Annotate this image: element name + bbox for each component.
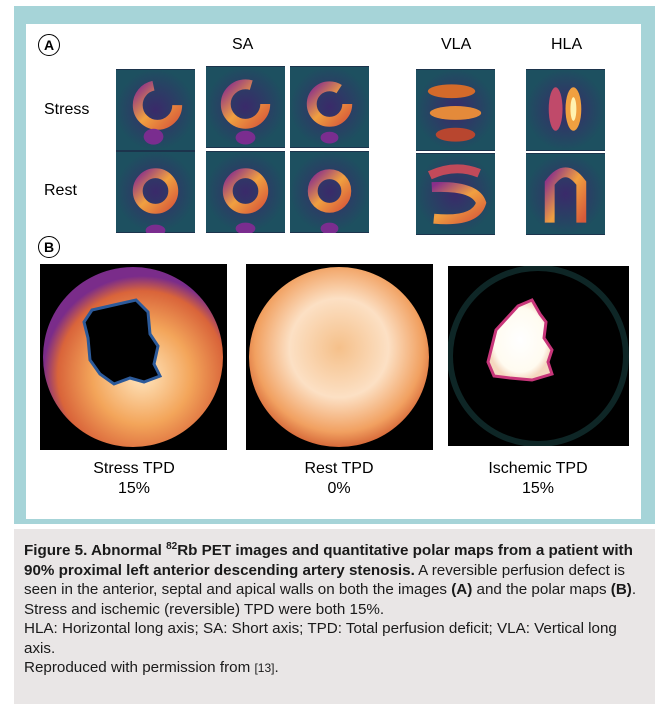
panel-b-badge: B [38,236,60,258]
rest-sa-image-2 [206,151,285,233]
sa-column-label: SA [232,36,254,53]
panel-a-badge: A [38,34,60,56]
caption-title-prefix: Figure 5. Abnormal [24,542,167,560]
caption-text-3: . Stress and ischemic (reversible) TPD w… [24,581,637,618]
ischemic-tpd-label: Ischemic TPD [488,460,588,477]
stress-sa-image-3 [290,66,369,148]
rest-tpd-label: Rest TPD [304,460,374,477]
caption-abbreviations: HLA: Horizontal long axis; SA: Short axi… [24,620,617,657]
caption-paragraph: Figure 5. Abnormal 82Rb PET images and q… [24,537,645,619]
caption-reproduction: Reproduced with permission from [13]. [24,658,645,679]
vla-column-label: VLA [441,36,472,53]
rest-tpd-value: 0% [327,480,351,497]
stress-sa-image-2 [206,66,285,148]
rest-sa-image-1 [116,151,195,233]
caption-repro-end: . [274,659,279,677]
figure-caption: Figure 5. Abnormal 82Rb PET images and q… [14,529,655,704]
stress-tpd-label: Stress TPD [93,460,175,477]
ischemic-polar-map [448,266,629,446]
stress-tpd-value: 15% [117,480,151,497]
caption-repro-text: Reproduced with permission from [24,659,255,677]
hla-column-label: HLA [551,36,583,53]
rest-sa-image-3 [290,151,369,233]
caption-citation-link[interactable]: [13] [254,661,275,676]
caption-ref-a: (A) [451,581,473,599]
figure-panel: A SA VLA HLA Stress Rest B [26,24,641,519]
stress-vla-image [416,69,495,151]
caption-text-2: and the polar maps [472,581,611,599]
caption-ref-b: (B) [610,581,632,599]
rest-polar-map [246,264,433,450]
rest-hla-image [526,153,605,235]
stress-hla-image [526,69,605,151]
caption-text-1: A reversible perfusion defect is seen in… [24,561,626,599]
stress-row-label: Stress [44,101,90,118]
rest-vla-image [416,153,495,235]
rest-row-label: Rest [44,182,77,199]
stress-polar-map [40,264,227,450]
ischemic-tpd-value: 15% [521,480,555,497]
caption-title-superscript: 82 [166,541,178,552]
stress-sa-image-1 [116,69,195,151]
caption-title-rest: Rb PET images and quantitative polar map… [24,542,633,579]
